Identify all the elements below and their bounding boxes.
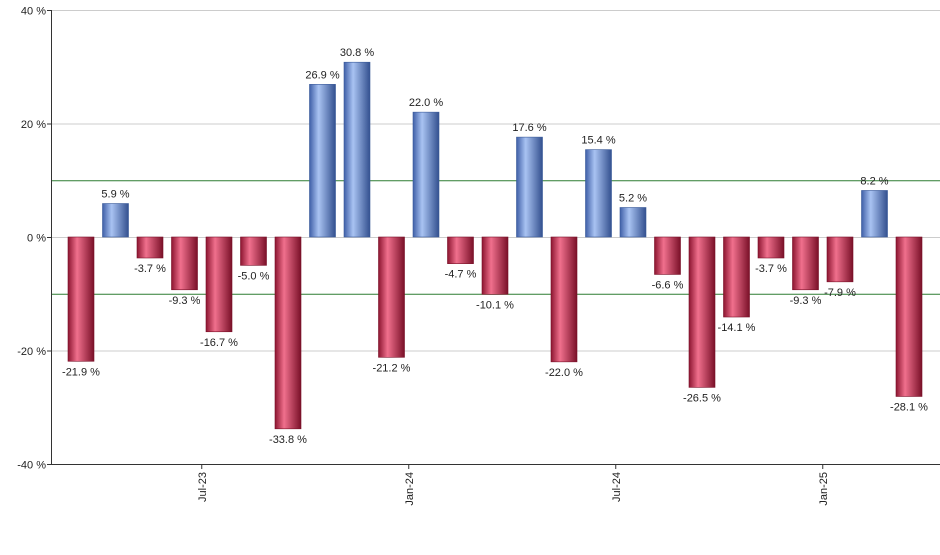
bar-positive [343,61,371,238]
bar-positive [102,203,129,238]
x-tick-label: Jul-24 [611,472,623,502]
bar-negative [792,236,819,291]
bar-value-label: -6.6 % [652,279,684,291]
bar-value-label: -4.7 % [445,269,477,281]
data-labels: -21.9 % 5.9 % -3.7 % -9.3 % -16.7 % -5.0 % -33… [62,47,928,446]
bar-value-label: 5.9 % [101,189,129,201]
bar-value-label: 15.4 % [581,135,615,147]
bar-negative [447,236,474,264]
bar-negative [688,236,716,388]
bar-negative [481,236,509,295]
bar-value-label: -22.0 % [545,367,583,379]
bar-positive [412,111,440,238]
bar-value-label: -9.3 % [790,295,822,307]
bar-positive [516,136,543,238]
bar-negative [723,236,750,318]
y-tick-label: 40 % [21,6,46,18]
y-tick-label: 0 % [27,233,46,245]
bar-positive [619,207,647,238]
bar-negative [240,236,267,266]
bar-value-label: -16.7 % [200,337,238,349]
x-tick-label: Jan-25 [818,472,830,506]
y-tick-label: 20 % [21,119,46,131]
bar-value-label: 30.8 % [340,47,374,59]
bar-negative [826,236,854,283]
bar-positive [309,84,336,238]
bar-value-label: -5.0 % [238,270,270,282]
bar-negative [895,236,923,397]
x-tick-label: Jan-24 [404,472,416,506]
bar-negative [136,236,164,259]
bar-value-label: -28.1 % [890,401,928,413]
bar-negative [274,236,302,430]
bar-negative [378,236,405,358]
bar-value-label: -3.7 % [755,263,787,275]
bar-value-label: -7.9 % [824,287,856,299]
bar-positive [585,149,612,238]
bar-negative [67,236,95,362]
y-tick-label: -20 % [17,346,46,358]
x-tick-label: Jul-23 [197,472,209,502]
bar-value-label: -21.9 % [62,366,100,378]
bar-positive [861,190,888,238]
bar-negative [654,236,681,275]
bar-value-label: 8.2 % [860,175,888,187]
bar-value-label: -21.2 % [373,362,411,374]
bar-value-label: -26.5 % [683,392,721,404]
bars [67,61,923,430]
bar-value-label: -3.7 % [134,263,166,275]
bar-value-label: 22.0 % [409,97,443,109]
bar-negative [171,236,198,291]
y-tick-label: -40 % [17,460,46,472]
bar-value-label: -14.1 % [718,322,756,334]
bar-negative [550,236,578,363]
bar-value-label: -10.1 % [476,299,514,311]
bar-negative [205,236,233,333]
bar-value-label: -9.3 % [169,295,201,307]
bar-value-label: 5.2 % [619,192,647,204]
bar-value-label: 26.9 % [305,69,339,81]
bar-value-label: 17.6 % [512,122,546,134]
bar-value-label: -33.8 % [269,434,307,446]
bar-negative [757,236,785,259]
axes: 40 % 20 % 0 % -20 % -40 % Jul-23 Jan-24 Jul-24 J… [17,6,940,506]
